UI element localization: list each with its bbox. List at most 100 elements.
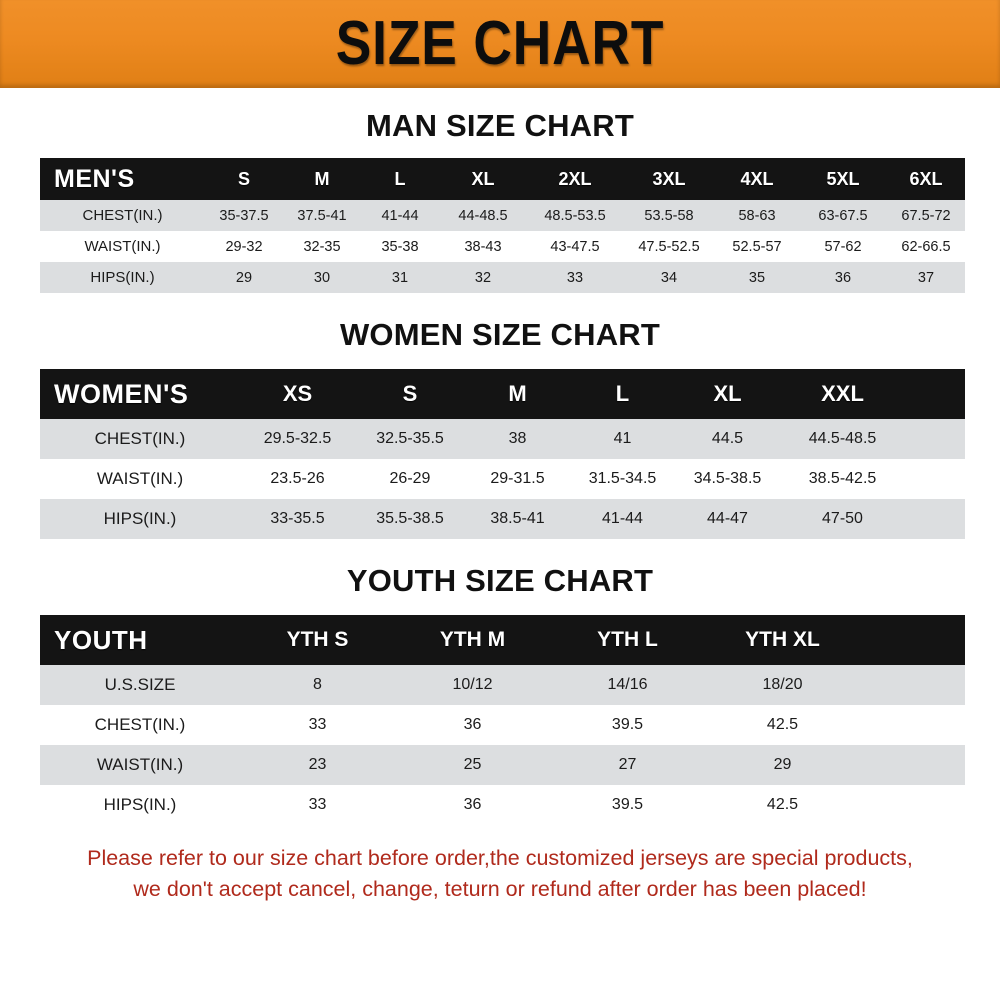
table-cell: 36 xyxy=(463,716,482,733)
table-cell: 35-38 xyxy=(381,238,419,255)
youth-col-header: YTH S xyxy=(286,628,349,651)
table-cell: 38.5-41 xyxy=(490,510,545,527)
man-table-body: MEN'S S M L XL 2XL 3XL 4XL 5XL 6XL CHEST… xyxy=(40,158,965,293)
table-cell-spacer xyxy=(905,499,965,539)
table-cell: 47.5-52.5 xyxy=(638,238,700,255)
table-cell: 36 xyxy=(834,269,852,286)
table-cell: 43-47.5 xyxy=(550,238,600,255)
table-cell: 23.5-26 xyxy=(270,470,325,487)
table-cell-spacer xyxy=(860,785,965,825)
women-table-body: WOMEN'S XS S M L XL XXL CHEST(IN.) 29.5-… xyxy=(40,369,965,539)
page-banner: SIZE CHART xyxy=(0,0,1000,88)
table-cell: 44-47 xyxy=(707,510,748,527)
women-row-label: HIPS(IN.) xyxy=(103,509,177,528)
table-cell: 32.5-35.5 xyxy=(376,430,444,447)
man-col-header: M xyxy=(314,168,330,189)
youth-row-label: CHEST(IN.) xyxy=(94,715,186,734)
table-cell-spacer xyxy=(860,665,965,705)
table-cell: 44.5-48.5 xyxy=(808,430,877,447)
table-cell: 38 xyxy=(508,430,527,447)
table-cell: 63-67.5 xyxy=(818,207,868,224)
man-size-table: MEN'S S M L XL 2XL 3XL 4XL 5XL 6XL CHEST… xyxy=(40,158,965,293)
table-cell: 29-31.5 xyxy=(490,470,545,487)
youth-section-title: YOUTH SIZE CHART xyxy=(346,563,654,598)
table-cell: 25 xyxy=(463,756,482,773)
table-row: CHEST(IN.) 35-37.5 37.5-41 41-44 44-48.5… xyxy=(40,200,965,231)
women-header-spacer xyxy=(905,369,965,419)
table-cell: 32 xyxy=(474,269,492,286)
table-cell: 41-44 xyxy=(602,510,643,527)
table-cell: 33-35.5 xyxy=(270,510,325,527)
man-col-header: S xyxy=(237,168,250,189)
youth-header-row: YOUTH YTH S YTH M YTH L YTH XL xyxy=(40,615,965,665)
table-row: HIPS(IN.) 33-35.5 35.5-38.5 38.5-41 41-4… xyxy=(40,499,965,539)
table-row: HIPS(IN.) 33 36 39.5 42.5 xyxy=(40,785,965,825)
man-col-header: 4XL xyxy=(740,168,774,189)
table-cell: 30 xyxy=(313,269,331,286)
table-cell: 33 xyxy=(308,796,327,813)
table-cell: 44.5 xyxy=(711,430,744,447)
man-row-label: WAIST(IN.) xyxy=(84,238,161,255)
man-table-wrapper: MEN'S S M L XL 2XL 3XL 4XL 5XL 6XL CHEST… xyxy=(40,158,965,293)
table-cell: 39.5 xyxy=(611,716,644,733)
youth-row-label: WAIST(IN.) xyxy=(96,755,184,774)
table-row: WAIST(IN.) 23.5-26 26-29 29-31.5 31.5-34… xyxy=(40,459,965,499)
table-cell: 35.5-38.5 xyxy=(376,510,444,527)
youth-row-label: HIPS(IN.) xyxy=(103,795,177,814)
women-table-wrapper: WOMEN'S XS S M L XL XXL CHEST(IN.) 29.5-… xyxy=(40,369,965,539)
women-col-header: XL xyxy=(713,381,742,406)
table-cell: 58-63 xyxy=(738,207,776,224)
youth-row-label: U.S.SIZE xyxy=(104,675,176,694)
table-cell: 27 xyxy=(618,756,637,773)
table-cell: 37.5-41 xyxy=(297,207,347,224)
table-cell-spacer xyxy=(860,745,965,785)
man-col-header: 3XL xyxy=(652,168,686,189)
footer-line-1: Please refer to our size chart before or… xyxy=(87,846,913,870)
women-col-header: S xyxy=(402,381,418,406)
table-row: HIPS(IN.) 29 30 31 32 33 34 35 36 37 xyxy=(40,262,965,293)
table-cell: 62-66.5 xyxy=(901,238,951,255)
table-cell: 31.5-34.5 xyxy=(588,470,657,487)
table-row: WAIST(IN.) 23 25 27 29 xyxy=(40,745,965,785)
youth-table-wrapper: YOUTH YTH S YTH M YTH L YTH XL U.S.SIZE … xyxy=(40,615,965,825)
footer-disclaimer: Please refer to our size chart before or… xyxy=(22,843,978,905)
table-cell: 14/16 xyxy=(607,676,648,693)
page-title: SIZE CHART xyxy=(335,9,665,78)
table-cell: 33 xyxy=(308,716,327,733)
women-size-table: WOMEN'S XS S M L XL XXL CHEST(IN.) 29.5-… xyxy=(40,369,965,539)
man-col-header: L xyxy=(394,168,406,189)
youth-header-spacer xyxy=(860,615,965,665)
table-cell: 41 xyxy=(613,430,632,447)
man-col-header: 6XL xyxy=(909,168,943,189)
table-cell: 38-43 xyxy=(464,238,502,255)
man-section-title: MAN SIZE CHART xyxy=(365,108,634,143)
table-cell: 29.5-32.5 xyxy=(263,430,332,447)
table-cell: 10/12 xyxy=(452,676,493,693)
youth-col-header: YTH M xyxy=(439,628,506,651)
table-cell: 32-35 xyxy=(303,238,341,255)
table-cell-spacer xyxy=(860,705,965,745)
section-women-size-chart: WOMEN SIZE CHART WOMEN'S XS S M L XL XXL xyxy=(0,293,1000,539)
table-cell: 36 xyxy=(463,796,482,813)
table-cell: 29-32 xyxy=(225,238,263,255)
table-cell: 26-29 xyxy=(389,470,431,487)
table-cell: 41-44 xyxy=(381,207,419,224)
women-corner-label: WOMEN'S xyxy=(54,378,189,409)
section-man-size-chart: MAN SIZE CHART MEN'S S M L XL 2XL 3XL 4X… xyxy=(0,88,1000,293)
table-cell: 37 xyxy=(917,269,935,286)
youth-size-table: YOUTH YTH S YTH M YTH L YTH XL U.S.SIZE … xyxy=(40,615,965,825)
man-col-header: XL xyxy=(471,168,495,189)
table-cell: 23 xyxy=(308,756,327,773)
table-cell: 29 xyxy=(773,756,792,773)
youth-col-header: YTH L xyxy=(597,628,658,651)
women-col-header: L xyxy=(615,381,630,406)
women-section-title: WOMEN SIZE CHART xyxy=(339,317,661,352)
man-row-label: HIPS(IN.) xyxy=(90,269,155,286)
women-header-row: WOMEN'S XS S M L XL XXL xyxy=(40,369,965,419)
table-cell: 8 xyxy=(313,676,322,693)
women-col-header: M xyxy=(508,381,527,406)
women-row-label: CHEST(IN.) xyxy=(94,429,186,448)
section-youth-size-chart: YOUTH SIZE CHART YOUTH YTH S YTH M YTH L… xyxy=(0,539,1000,825)
table-cell: 38.5-42.5 xyxy=(808,470,877,487)
table-cell: 44-48.5 xyxy=(458,207,508,224)
